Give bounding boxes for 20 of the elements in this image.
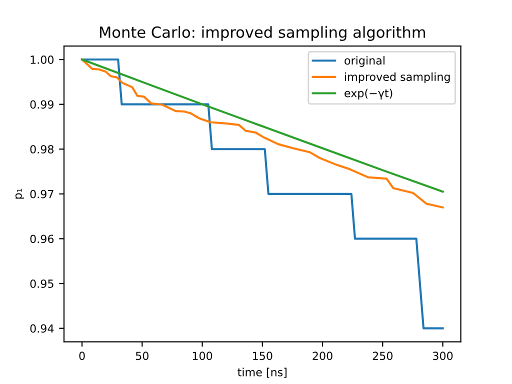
legend-label: exp(−γt) — [344, 88, 392, 100]
legend-label: improved sampling — [345, 72, 450, 84]
x-tick-label: 150 — [253, 352, 272, 360]
y-tick-label: 0.96 — [30, 234, 54, 244]
y-axis-title: p₁ — [15, 188, 24, 199]
x-tick-label: 0 — [79, 352, 85, 360]
x-tick-label: 250 — [372, 352, 393, 360]
y-tick-label: 0.94 — [30, 324, 54, 333]
x-tick-label: 50 — [136, 352, 148, 360]
chart-title: Monte Carlo: improved sampling algorithm — [100, 26, 426, 41]
x-tick-label: 200 — [312, 352, 332, 360]
y-tick-label: 0.97 — [30, 190, 54, 198]
x-axis-title: time [ns] — [238, 368, 287, 378]
y-tick-label: 0.99 — [30, 100, 54, 109]
x-tick-label: 100 — [192, 352, 212, 360]
y-tick-label: 0.98 — [30, 145, 54, 154]
legend-label: original — [344, 56, 384, 67]
x-tick-label: 300 — [433, 352, 453, 360]
y-tick-label: 1.00 — [30, 55, 54, 64]
y-tick-label: 0.95 — [30, 279, 54, 288]
